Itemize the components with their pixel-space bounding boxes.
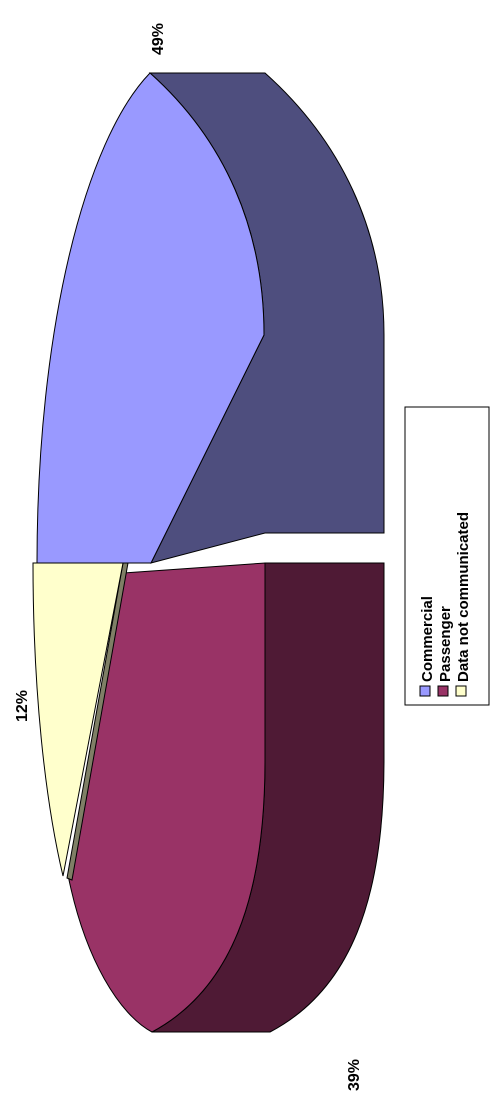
slice-data-not-communicated-top xyxy=(32,562,124,877)
legend-swatch-passenger xyxy=(437,685,449,697)
legend-label-data-not-communicated: Data not communicated xyxy=(455,512,472,682)
slice-data-not-communicated xyxy=(32,562,129,881)
slice-passenger xyxy=(67,562,385,1033)
data-label-commercial: 49% xyxy=(150,23,167,55)
data-label-data-not-communicated: 12% xyxy=(14,690,31,722)
data-label-passenger: 39% xyxy=(346,1059,363,1091)
legend: Commercial Passenger Data not communicat… xyxy=(404,406,490,706)
legend-swatch-commercial xyxy=(419,685,431,697)
slice-passenger-top xyxy=(67,562,266,1033)
legend-label-commercial: Commercial xyxy=(419,596,436,682)
slice-commercial xyxy=(36,72,385,564)
legend-label-passenger: Passenger xyxy=(437,606,454,682)
slice-commercial-top xyxy=(36,72,265,564)
legend-swatch-data-not-communicated xyxy=(455,685,467,697)
slice-data-not-communicated-side xyxy=(66,562,129,881)
legend-box xyxy=(404,406,490,706)
